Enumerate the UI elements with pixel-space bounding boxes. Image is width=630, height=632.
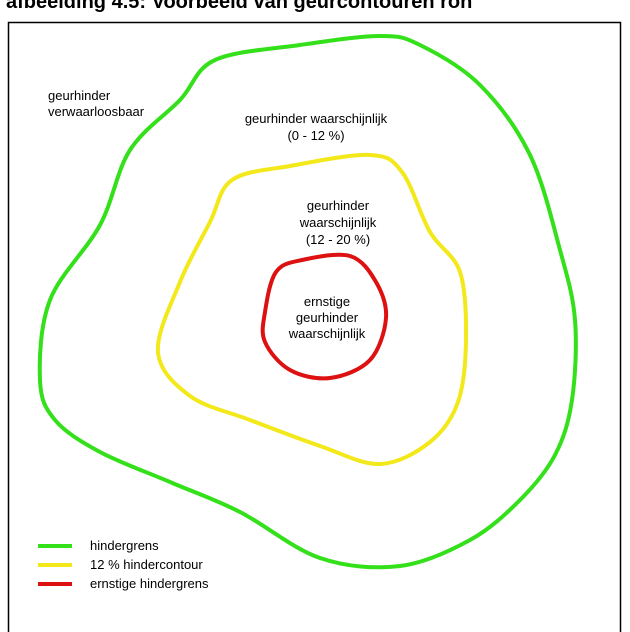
- title: afbeelding 4.5: Voorbeeld van geurcontou…: [6, 0, 472, 13]
- zone-label: (12 - 20 %): [306, 232, 370, 247]
- contour-yellow: [155, 152, 469, 467]
- legend-label: ernstige hindergrens: [90, 576, 209, 591]
- legend-label: hindergrens: [90, 538, 159, 553]
- zone-label: waarschijnlijk: [299, 215, 377, 230]
- zone-label: verwaarloosbaar: [48, 104, 145, 119]
- zone-label: geurhinder: [48, 88, 111, 103]
- legend-label: 12 % hindercontour: [90, 557, 203, 572]
- zone-label: ernstige: [304, 294, 350, 309]
- zone-label: geurhinder: [307, 198, 370, 213]
- contour-red: [260, 252, 389, 381]
- zone-label: (0 - 12 %): [287, 128, 344, 143]
- zone-label: geurhinder: [296, 310, 359, 325]
- zone-label: waarschijnlijk: [288, 326, 366, 341]
- zone-label: geurhinder waarschijnlijk: [245, 111, 388, 126]
- frame: [7, 21, 622, 632]
- contour-green: [37, 33, 578, 570]
